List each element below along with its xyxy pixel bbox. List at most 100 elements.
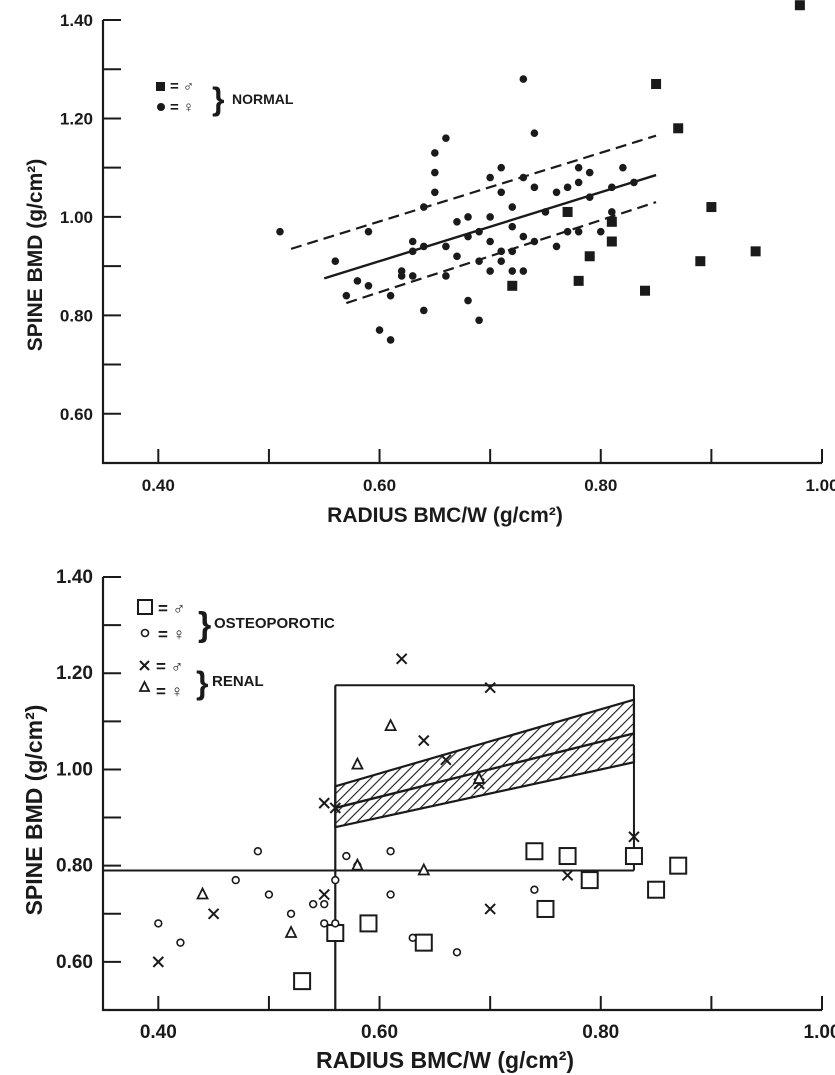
- female-normal-point: [364, 282, 373, 290]
- female-normal-point: [508, 203, 517, 211]
- legend-equals-male: = ♂: [170, 78, 194, 95]
- male-normal-point: [606, 216, 617, 227]
- normal-chart-x-tick-label: 0.60: [363, 476, 396, 495]
- female-normal-point: [552, 242, 561, 251]
- female-normal-point: [530, 129, 539, 138]
- male-osteoporotic-point: [414, 933, 433, 952]
- male-normal-point: [750, 246, 761, 257]
- male-osteoporotic-point: [293, 972, 312, 991]
- female-renal-point: [472, 771, 486, 784]
- female-normal-point: [342, 291, 351, 300]
- male-normal-point: [673, 123, 684, 134]
- female-normal-point: [508, 222, 517, 231]
- legend-equals-male-renal: = ♂: [156, 657, 183, 676]
- female-normal-point: [552, 188, 561, 197]
- female-normal-point: [386, 336, 395, 344]
- female-osteoporotic-point: [331, 875, 340, 885]
- female-normal-point: [419, 242, 428, 251]
- legend-open-circle-symbol: [140, 628, 150, 638]
- female-osteoporotic-point: [320, 899, 329, 909]
- female-normal-point: [608, 208, 616, 216]
- patient-chart-x-tick-label: 0.80: [582, 1022, 619, 1043]
- female-normal-point: [464, 213, 472, 221]
- legend-triangle-symbol: [138, 679, 151, 692]
- normal-chart-legend: = ♂ = ♀ } NORMAL: [156, 78, 294, 117]
- normal-chart-y-tick-label: 0.80: [60, 306, 93, 325]
- patient-chart-y-tick-label: 1.00: [56, 759, 93, 780]
- female-normal-point: [630, 178, 638, 187]
- female-normal-point: [541, 208, 550, 216]
- male-normal-point: [606, 236, 617, 247]
- female-normal-point: [442, 272, 450, 280]
- female-normal-point: [497, 247, 506, 256]
- female-normal-point: [619, 163, 627, 172]
- female-osteoporotic-point: [408, 933, 417, 943]
- normal-chart-x-axis-label: RADIUS BMC/W (g/cm²): [327, 504, 563, 527]
- patient-chart: 0.60 0.80 1.00 1.20 1.40 0.40 0.60 0.80 1.00 RAD…: [21, 567, 835, 1073]
- male-renal-point: [418, 734, 430, 747]
- female-normal-point: [375, 326, 384, 334]
- normal-chart: 0.60 0.80 1.00 1.20 1.40 0.40 0.60 0.80 1.00 RAD…: [24, 0, 835, 527]
- male-osteoporotic-point: [669, 856, 688, 875]
- male-osteoporotic-point: [536, 899, 555, 918]
- male-osteoporotic-point: [580, 871, 599, 890]
- male-osteoporotic-point: [647, 880, 666, 899]
- female-normal-point: [486, 237, 494, 246]
- patient-chart-points: [152, 653, 688, 991]
- female-normal-point: [431, 168, 439, 177]
- female-normal-point: [276, 227, 284, 236]
- patient-chart-y-tick-label: 1.20: [56, 663, 93, 684]
- female-normal-point: [486, 173, 494, 182]
- female-osteoporotic-point: [386, 890, 395, 899]
- female-normal-point: [442, 134, 450, 142]
- patient-chart-reference-lines: [103, 684, 636, 1010]
- normal-chart-y-axis-label: SPINE BMD (g/cm²): [24, 159, 47, 352]
- patient-chart-x-axis-label: RADIUS BMC/W (g/cm²): [316, 1047, 574, 1073]
- female-normal-point: [574, 163, 583, 172]
- normal-chart-x-tick-label: 1.00: [805, 476, 835, 495]
- legend-brace-osteo: }: [198, 606, 211, 644]
- male-normal-point: [507, 280, 518, 291]
- female-normal-point: [475, 257, 483, 265]
- female-normal-point: [508, 247, 517, 256]
- female-normal-point: [585, 168, 594, 177]
- female-normal-point: [386, 291, 395, 300]
- female-renal-point: [417, 862, 431, 876]
- female-normal-point: [397, 267, 406, 275]
- female-normal-point: [464, 296, 472, 305]
- male-renal-point: [318, 797, 330, 809]
- legend-brace-renal: }: [196, 665, 208, 701]
- female-normal-point: [519, 173, 528, 182]
- male-normal-point: [794, 0, 805, 11]
- female-normal-point: [608, 183, 616, 192]
- legend-cross-symbol: [139, 660, 150, 671]
- female-osteoporotic-point: [231, 875, 240, 885]
- male-renal-point: [440, 754, 452, 766]
- male-normal-point: [651, 78, 662, 89]
- legend-filled-circle-symbol: [157, 103, 165, 111]
- female-normal-point: [497, 257, 506, 265]
- male-renal-point: [628, 831, 640, 843]
- normal-chart-points: [276, 0, 805, 344]
- male-renal-point: [484, 681, 496, 694]
- female-normal-point: [453, 252, 461, 261]
- female-osteoporotic-point: [176, 938, 185, 947]
- female-normal-point: [408, 247, 417, 256]
- female-normal-point: [497, 163, 506, 172]
- legend-equals-female-osteo: = ♀: [158, 625, 185, 644]
- female-normal-point: [431, 188, 439, 197]
- female-osteoporotic-point: [286, 909, 296, 918]
- female-osteoporotic-point: [320, 919, 329, 928]
- male-normal-point: [640, 285, 651, 296]
- female-normal-point: [486, 267, 494, 275]
- legend-brace: }: [212, 81, 224, 117]
- male-normal-point: [562, 206, 573, 217]
- legend-normal-label: NORMAL: [232, 91, 294, 107]
- legend-filled-square-symbol: [156, 82, 165, 91]
- male-renal-point: [329, 802, 341, 814]
- female-normal-point: [497, 188, 506, 197]
- female-normal-point: [353, 277, 362, 285]
- female-normal-point: [486, 213, 494, 221]
- female-normal-point: [519, 232, 528, 241]
